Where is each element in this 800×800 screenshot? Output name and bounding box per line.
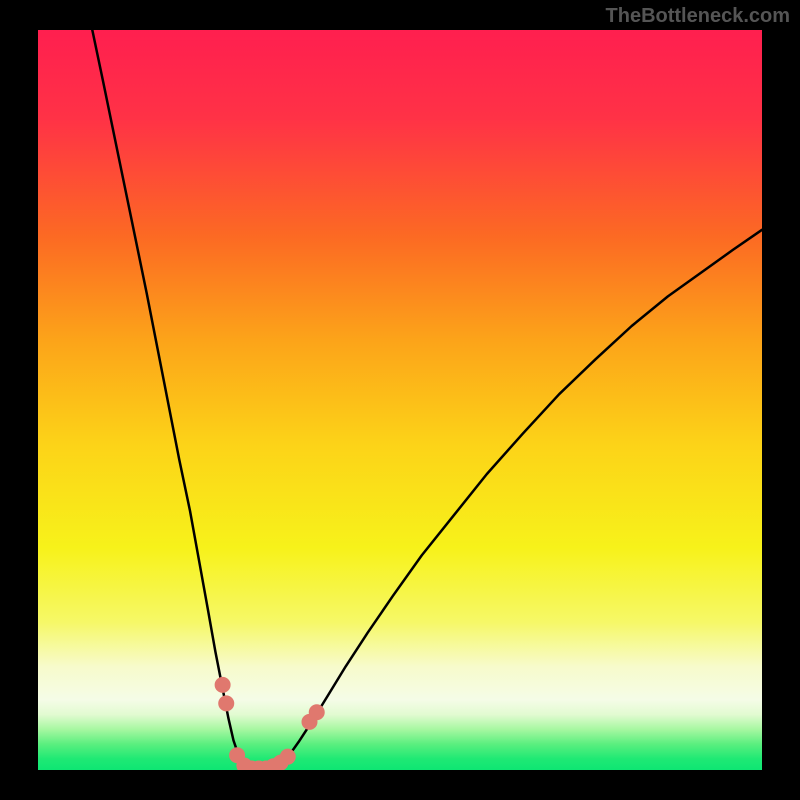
data-marker — [218, 695, 234, 711]
data-marker — [309, 704, 325, 720]
chart-plot-background — [38, 30, 762, 770]
data-marker — [280, 749, 296, 765]
bottleneck-chart-svg — [0, 0, 800, 800]
chart-canvas: TheBottleneck.com — [0, 0, 800, 800]
data-marker — [215, 677, 231, 693]
watermark-text: TheBottleneck.com — [606, 5, 790, 28]
